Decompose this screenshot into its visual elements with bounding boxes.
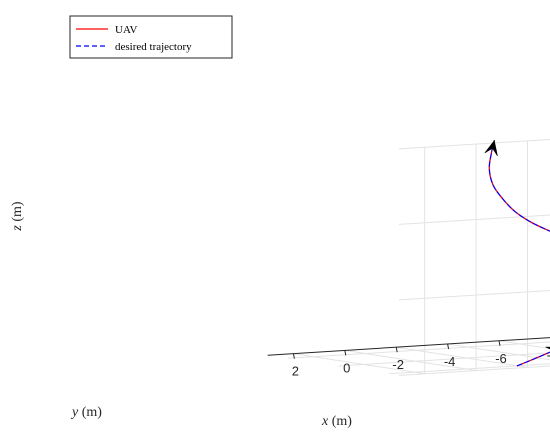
- grid-line-wall-xz: [398, 214, 550, 225]
- x-tick-mark: [344, 350, 347, 356]
- x-axis-label: x (m): [321, 414, 352, 429]
- legend-box: [69, 15, 233, 59]
- x-tick-mark: [447, 343, 450, 350]
- series-line-uav: [488, 140, 550, 367]
- tick-labels: -10-8-6-4-2020510051015: [292, 348, 550, 379]
- x-tick-label: -4: [444, 354, 456, 369]
- x-tick-mark: [498, 340, 501, 346]
- grid-line-floor-y: [388, 363, 550, 375]
- y-axis-label: y (m): [70, 405, 102, 420]
- grid-line-wall-xz: [398, 289, 550, 301]
- series-lines: [488, 140, 550, 367]
- x-tick-label: 2: [292, 364, 299, 379]
- grid-line-wall-xz: [398, 138, 550, 150]
- direction-arrows: [484, 140, 550, 350]
- grid-line-floor-y: [287, 341, 550, 359]
- direction-arrow: [484, 140, 498, 157]
- grid-lines: [287, 138, 550, 376]
- x-axis-line: [267, 337, 550, 356]
- x-tick-label: -8: [547, 348, 550, 363]
- legend-label-desired-trajectory: desired trajectory: [115, 41, 192, 53]
- x-tick-label: -6: [495, 351, 507, 366]
- direction-arrow: [545, 346, 550, 350]
- legend: UAV desired trajectory: [69, 15, 233, 59]
- x-tick-mark: [395, 347, 398, 353]
- x-tick-label: 0: [343, 360, 350, 375]
- x-tick-mark: [292, 353, 295, 359]
- series-line-desired-trajectory: [488, 140, 550, 367]
- legend-label-uav: UAV: [115, 24, 137, 36]
- z-axis-label: z (m): [10, 201, 25, 232]
- x-tick-label: -2: [392, 357, 404, 372]
- axes-box: [267, 337, 550, 359]
- grid-line-floor-y: [338, 352, 550, 367]
- grid-line-wall-xz: [398, 365, 550, 376]
